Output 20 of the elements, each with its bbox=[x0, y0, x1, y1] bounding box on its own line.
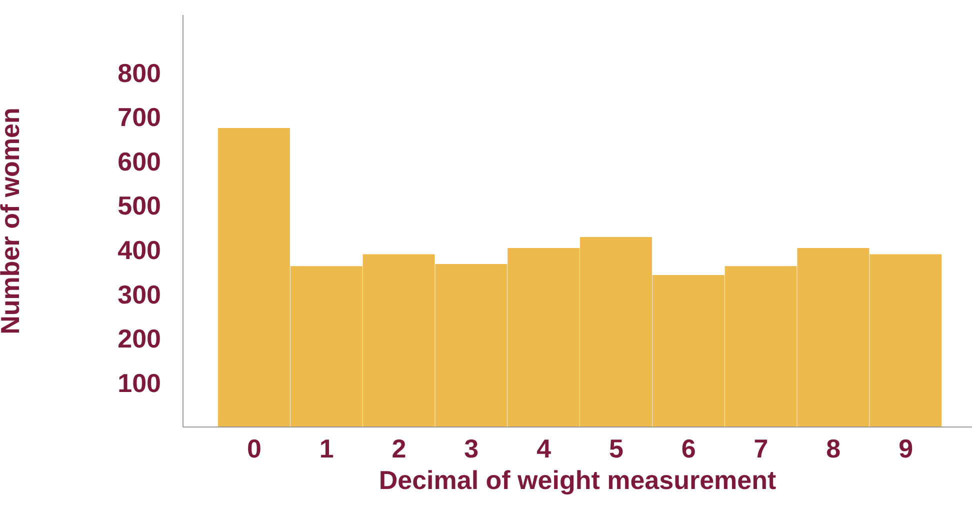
y-tick-label: 700 bbox=[118, 102, 161, 132]
x-tick-label: 3 bbox=[464, 433, 479, 464]
x-tick-label: 1 bbox=[319, 433, 334, 464]
x-tick-label: 5 bbox=[608, 433, 624, 464]
x-tick-label: 9 bbox=[898, 433, 914, 464]
x-tick-label: 7 bbox=[754, 433, 768, 464]
y-tick-label: 100 bbox=[118, 368, 161, 398]
x-tick-label: 4 bbox=[536, 433, 552, 464]
x-axis-title: Decimal of weight measurement bbox=[378, 465, 777, 495]
y-tick-label: 300 bbox=[118, 279, 161, 310]
y-tick-label: 600 bbox=[118, 146, 161, 176]
y-axis-title: Number of women bbox=[0, 108, 26, 334]
x-tick-label: 2 bbox=[392, 433, 406, 464]
x-tick-label: 8 bbox=[826, 433, 841, 464]
x-tick-label: 0 bbox=[246, 433, 262, 464]
x-tick-label: 6 bbox=[681, 433, 696, 464]
y-tick-label: 500 bbox=[118, 190, 161, 221]
y-tick-label: 800 bbox=[118, 58, 161, 88]
y-tick-label: 400 bbox=[118, 235, 161, 266]
y-tick-label: 200 bbox=[118, 324, 161, 354]
